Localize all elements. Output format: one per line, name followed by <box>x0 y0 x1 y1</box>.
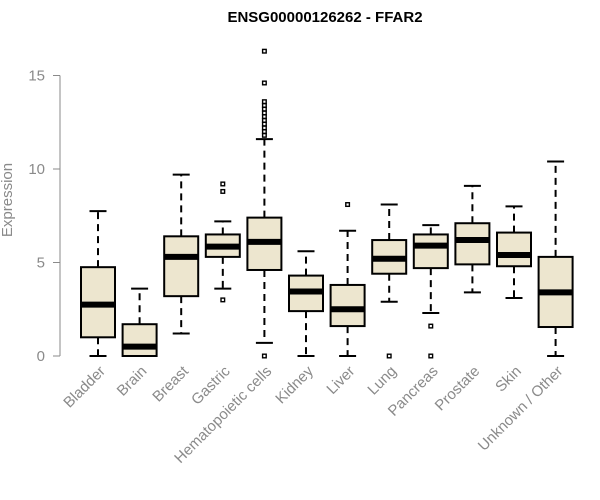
box-group <box>454 184 491 294</box>
box-group <box>80 210 116 357</box>
x-tick-label: Brain <box>114 363 151 400</box>
x-tick-label: Kidney <box>272 362 317 407</box>
y-tick-label: 5 <box>37 255 45 272</box>
y-tick-label: 10 <box>28 161 45 178</box>
box-group <box>246 48 283 359</box>
x-tick-label: Liver <box>323 363 358 398</box>
box-iqr <box>163 235 200 298</box>
outlier-point <box>386 353 392 359</box>
box-group <box>496 205 532 300</box>
box-group <box>537 160 574 357</box>
box-iqr <box>496 231 532 268</box>
boxes-layer <box>80 48 574 359</box>
box-iqr <box>121 323 158 357</box>
outlier-point <box>261 132 267 138</box>
outlier-point <box>261 80 267 86</box>
outlier-point <box>220 181 226 187</box>
x-tick-label: Breast <box>149 362 192 405</box>
y-axis: 0 5 10 15 <box>28 68 61 365</box>
box-group <box>371 203 408 359</box>
outlier-point <box>261 353 267 359</box>
box-iqr <box>412 233 449 270</box>
x-tick-label: Skin <box>492 363 525 396</box>
outlier-point <box>261 48 267 54</box>
chart-title: ENSG00000126262 - FFAR2 <box>227 9 422 26</box>
outlier-point <box>428 323 434 329</box>
box-iqr <box>329 283 366 328</box>
box-iqr <box>454 222 491 266</box>
y-tick-label: 0 <box>37 348 45 365</box>
outlier-point <box>220 297 226 303</box>
box-group <box>329 202 366 357</box>
box-group <box>121 287 158 357</box>
x-tick-label: Bladder <box>60 363 109 412</box>
box-group <box>204 181 241 303</box>
outlier-point <box>428 353 434 359</box>
x-tick-label: Lung <box>364 363 400 399</box>
box-group <box>163 173 200 335</box>
outlier-point <box>220 188 226 194</box>
x-tick-label: Prostate <box>432 363 484 415</box>
box-group <box>288 250 324 357</box>
y-axis-label: Expression <box>0 163 16 237</box>
y-tick-label: 15 <box>28 68 45 85</box>
box-group <box>412 224 449 359</box>
outlier-point <box>345 202 351 208</box>
